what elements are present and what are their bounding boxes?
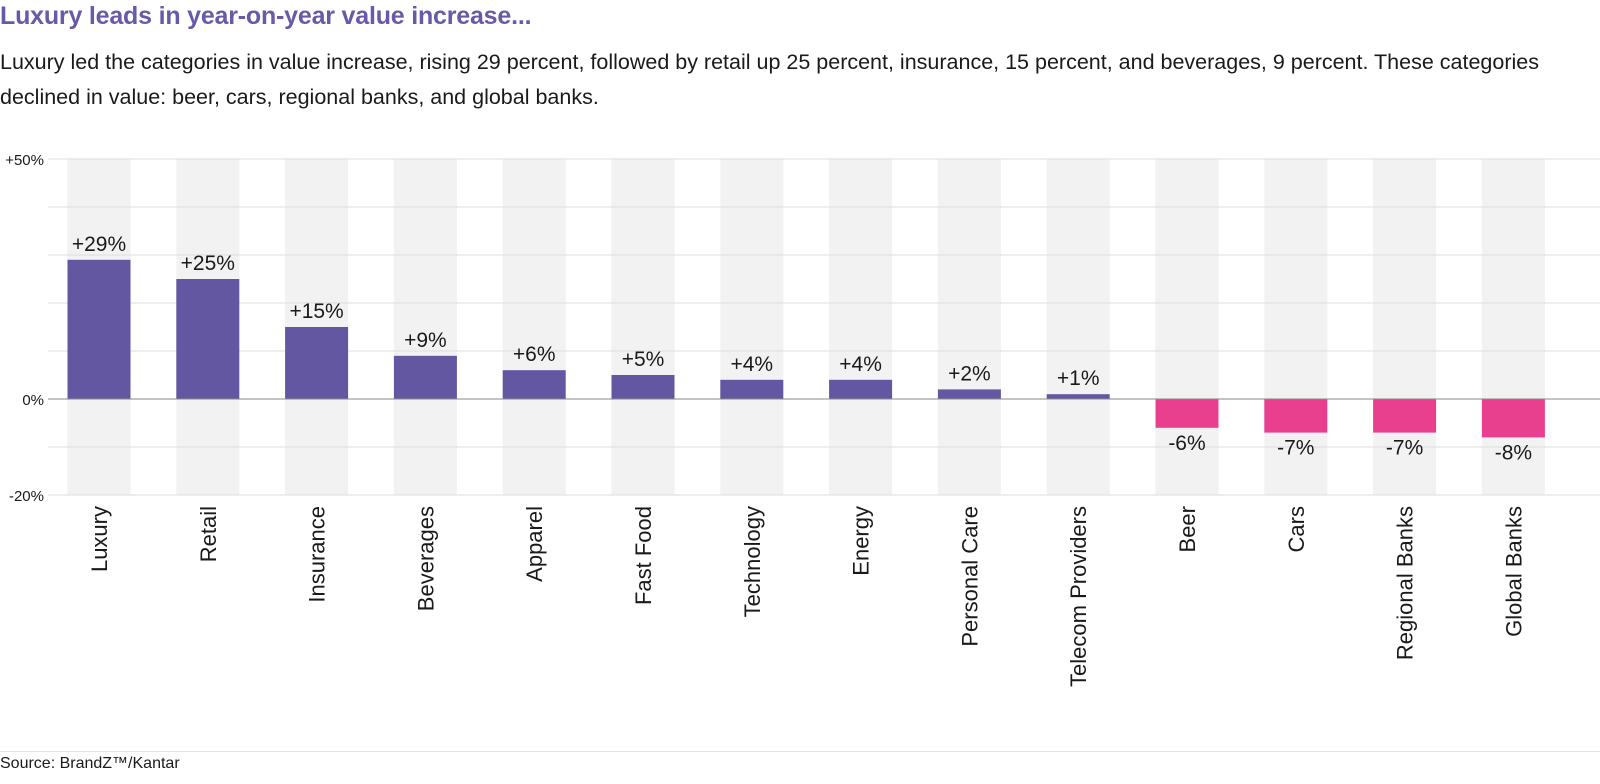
bar: [1373, 399, 1437, 433]
column-band: [393, 159, 457, 495]
data-label: -8%: [1495, 441, 1532, 464]
x-tick-label: Fast Food: [631, 506, 656, 605]
bar: [720, 379, 784, 399]
bar: [393, 355, 457, 399]
column-band: [1264, 159, 1328, 495]
data-label: +5%: [622, 348, 665, 371]
data-label: +15%: [289, 300, 343, 323]
column-band: [1046, 159, 1110, 495]
y-tick-label: -20%: [9, 488, 44, 505]
x-tick-label: Energy: [849, 506, 874, 576]
column-band: [1373, 159, 1437, 495]
bar: [611, 375, 675, 399]
x-tick-label: Beverages: [413, 506, 438, 611]
x-tick-label: Luxury: [87, 506, 112, 572]
x-tick-label: Apparel: [522, 506, 547, 582]
bar: [1264, 399, 1328, 433]
chart-title: Luxury leads in year-on-year value incre…: [0, 2, 532, 30]
data-label: -6%: [1168, 432, 1205, 455]
data-label: +2%: [948, 362, 991, 385]
data-label: +29%: [72, 233, 126, 256]
y-tick-label: +50%: [5, 152, 44, 169]
bar: [176, 279, 240, 399]
y-tick-label: 0%: [22, 392, 44, 409]
x-tick-label: Personal Care: [957, 506, 982, 647]
data-label: -7%: [1277, 437, 1314, 460]
bar-chart: +50% 0% -20% +29% +25% +15% +9% +6% +5% +4% +4% +2%…: [5, 152, 1600, 687]
data-label: +6%: [513, 343, 556, 366]
column-band: [611, 159, 675, 495]
bar: [285, 327, 349, 399]
column-band: [829, 159, 893, 495]
x-tick-label: Global Banks: [1501, 506, 1526, 637]
column-band: [1481, 159, 1545, 495]
bar: [1046, 394, 1110, 399]
data-label: +4%: [839, 353, 882, 376]
data-label: +9%: [404, 329, 447, 352]
source-note: Source: BrandZ™/Kantar: [0, 755, 180, 772]
column-band: [937, 159, 1001, 495]
bar: [1481, 399, 1545, 438]
bar: [502, 370, 566, 399]
chart-subtitle: Luxury led the categories in value incre…: [0, 50, 1539, 109]
data-label: -7%: [1386, 437, 1423, 460]
x-tick-label: Cars: [1284, 506, 1309, 552]
bar: [937, 389, 1001, 399]
data-label: +1%: [1057, 367, 1100, 390]
data-label: +25%: [181, 252, 235, 275]
x-tick-label: Regional Banks: [1393, 506, 1418, 660]
footer-divider: [0, 751, 1600, 752]
bar: [67, 259, 131, 399]
column-band: [1155, 159, 1219, 495]
column-band: [502, 159, 566, 495]
x-tick-label: Telecom Providers: [1066, 506, 1091, 687]
column-band: [720, 159, 784, 495]
x-tick-label: Insurance: [305, 506, 330, 603]
x-tick-label: Retail: [196, 506, 221, 562]
data-label: +4%: [730, 353, 773, 376]
bar: [829, 379, 893, 399]
bar: [1155, 399, 1219, 428]
x-tick-label: Beer: [1175, 506, 1200, 552]
x-tick-label: Technology: [740, 506, 765, 617]
